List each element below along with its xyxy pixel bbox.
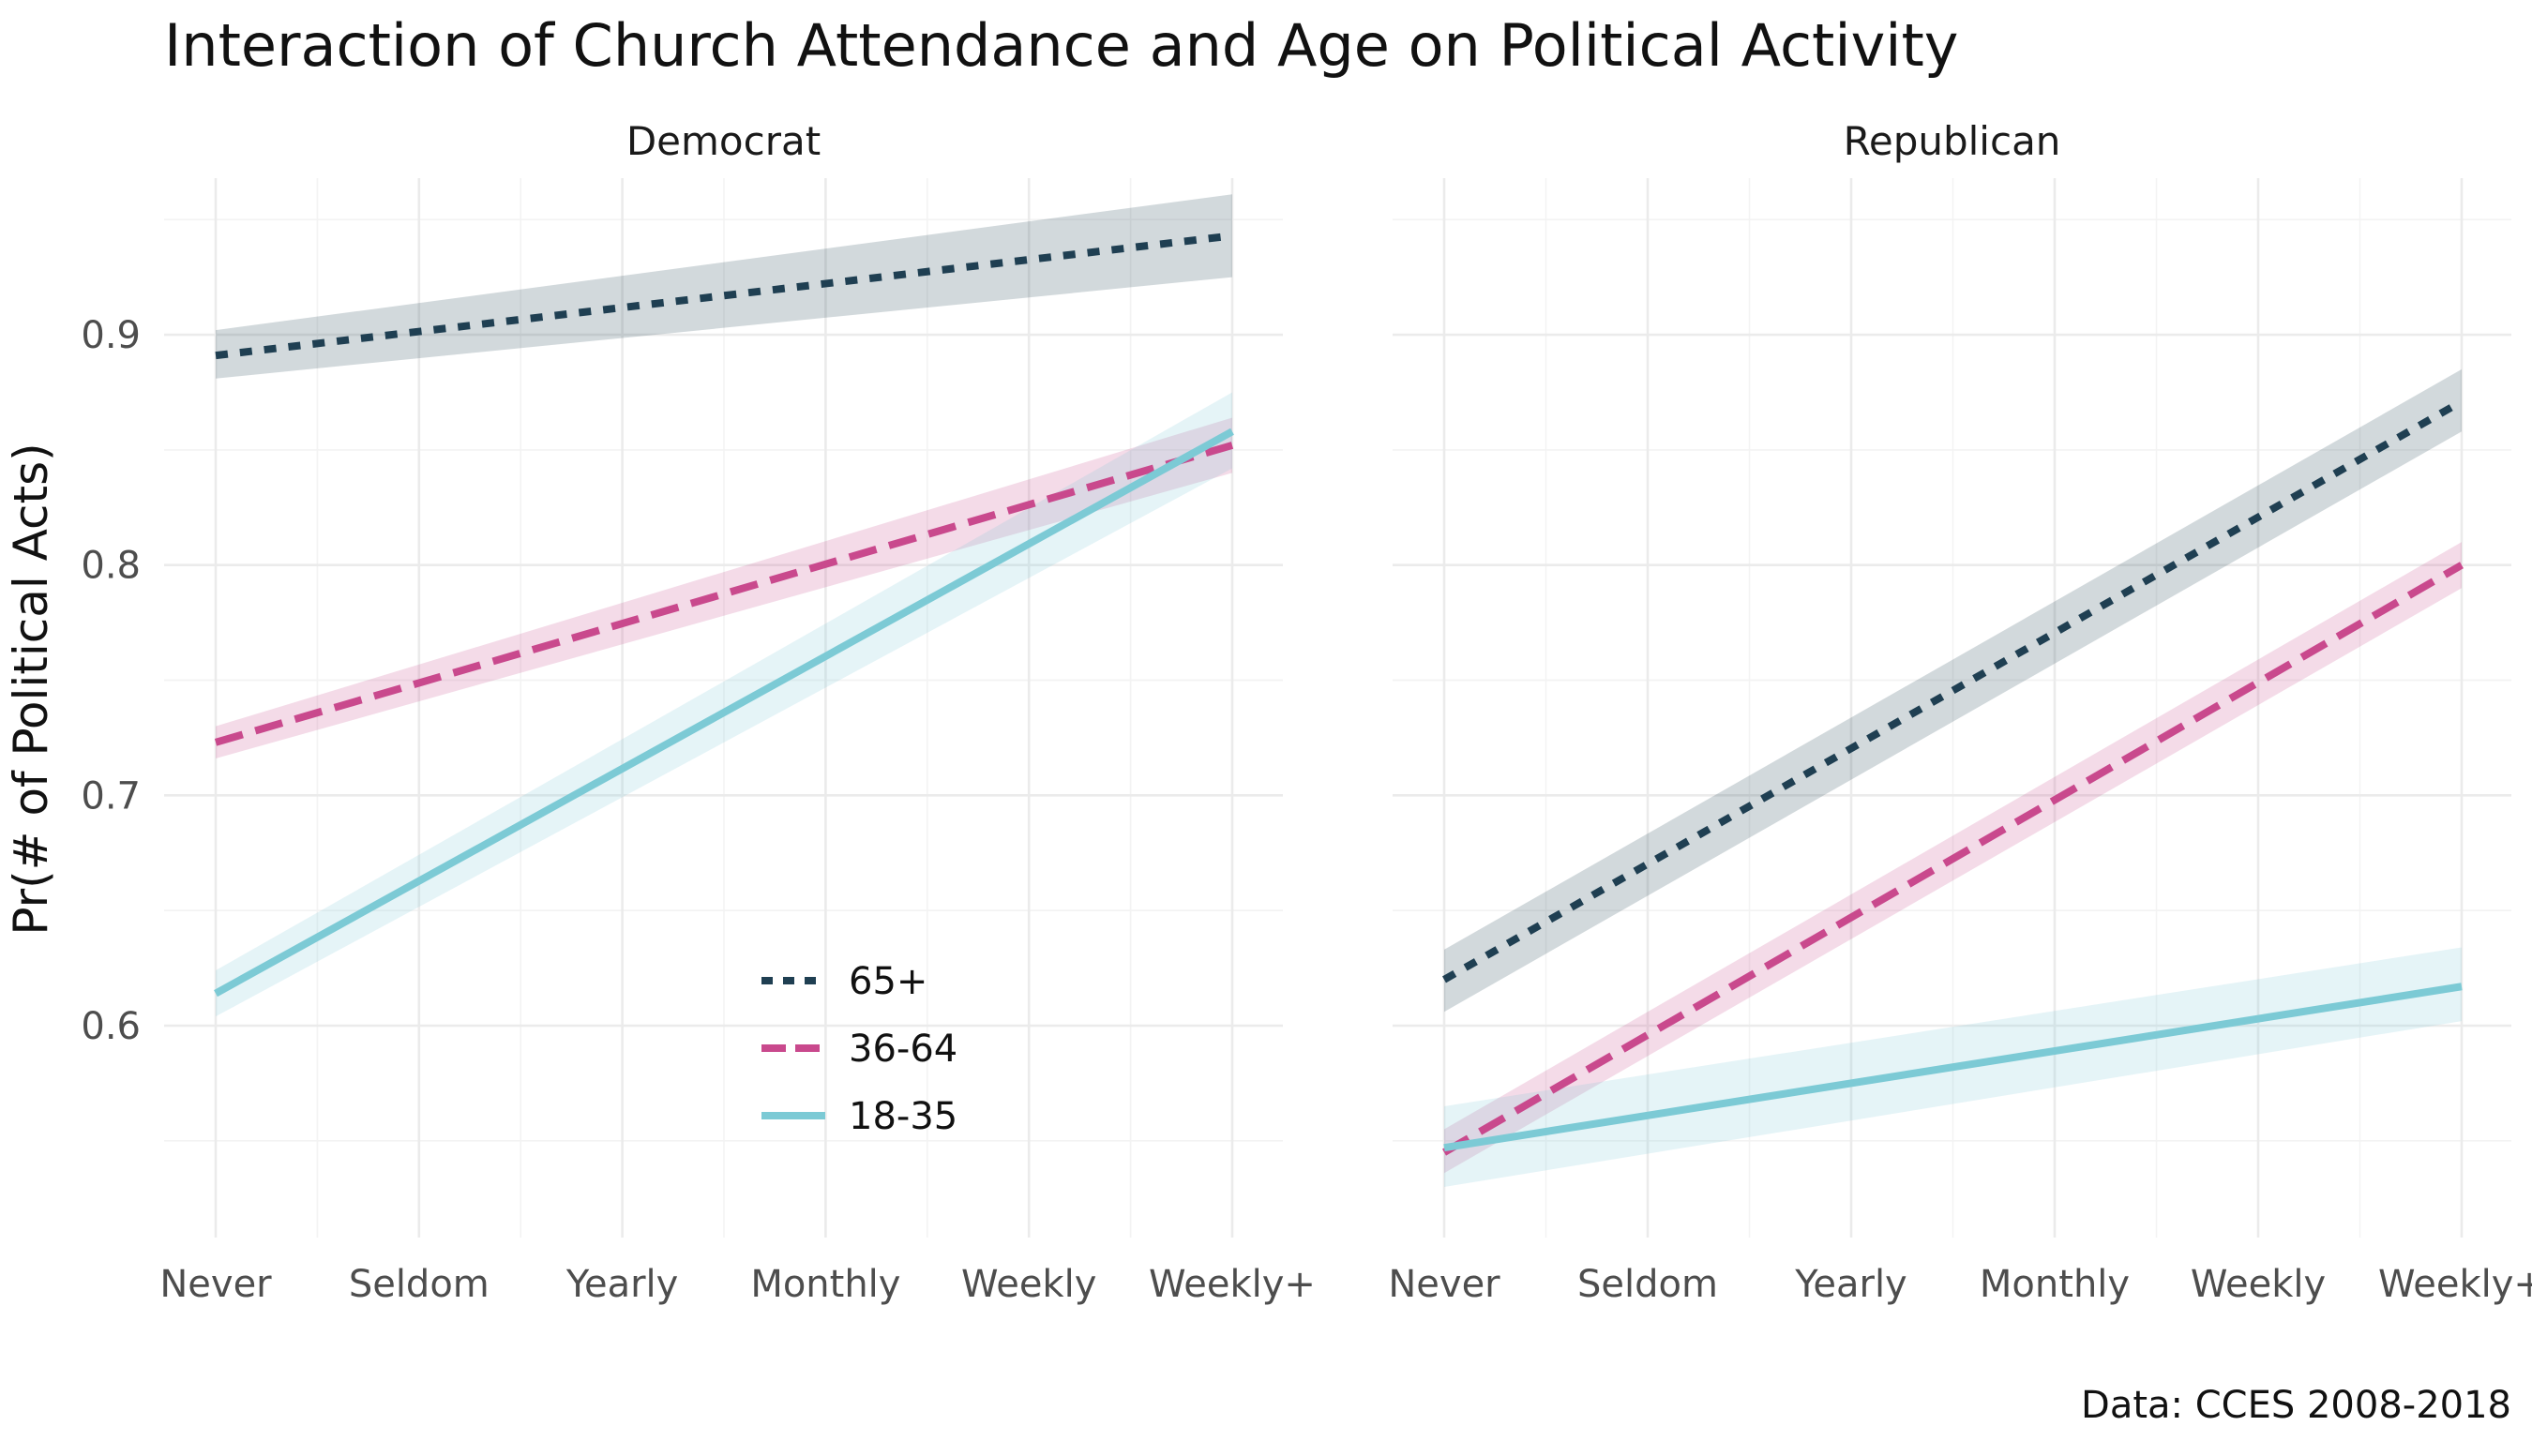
x-tick-label: Yearly — [565, 1263, 678, 1306]
ci-ribbon-36-64 — [216, 417, 1232, 759]
caption: Data: CCES 2008-2018 — [2081, 1384, 2511, 1427]
panel-republican: Republican Never Seldom Yearly Monthly Weekly… — [1388, 118, 2532, 1306]
panel-strip-label: Republican — [1844, 118, 2061, 164]
chart-title: Interaction of Church Attendance and Age… — [164, 11, 1959, 80]
legend-label-36-64: 36-64 — [849, 1028, 957, 1071]
legend-label-65+: 65+ — [849, 960, 927, 1003]
x-tick-label: Monthly — [750, 1263, 900, 1306]
series-line-18-35 — [214, 428, 1234, 998]
panels-layer: Democrat Never Seldom Yearly Monthly Weekly We… — [81, 118, 2532, 1306]
x-tick-label: Never — [1388, 1263, 1500, 1306]
ci-ribbon-65+ — [1444, 368, 2462, 1013]
panel-strip-label: Democrat — [626, 118, 821, 164]
y-tick-label: 0.7 — [81, 774, 141, 818]
series-line-36-64 — [214, 442, 1234, 746]
x-tick-label: Weekly — [961, 1263, 1096, 1306]
panel-democrat: Democrat Never Seldom Yearly Monthly Weekly We… — [81, 118, 1316, 1306]
series-line-36-64 — [1442, 562, 2464, 1156]
x-tick-label: Monthly — [1980, 1263, 2130, 1306]
x-tick-label: Weekly+ — [2378, 1263, 2532, 1306]
x-tick-label: Seldom — [349, 1263, 490, 1306]
ci-ribbon-65+ — [216, 194, 1232, 379]
x-tick-label: Seldom — [1577, 1263, 1718, 1306]
legend: 65+ 36-64 18-35 — [761, 960, 957, 1138]
legend-label-18-35: 18-35 — [849, 1095, 957, 1138]
series-line-18-35 — [1443, 983, 2463, 1152]
x-tick-label: Weekly+ — [1149, 1263, 1316, 1306]
y-tick-label: 0.6 — [81, 1005, 141, 1048]
y-tick-label: 0.8 — [81, 545, 141, 588]
y-tick-label: 0.9 — [81, 314, 141, 357]
ci-ribbon-18-35 — [216, 392, 1232, 1017]
x-tick-label: Weekly — [2191, 1263, 2326, 1306]
y-axis-title: Pr(# of Political Acts) — [4, 443, 58, 935]
x-tick-label: Never — [159, 1263, 272, 1306]
x-tick-label: Yearly — [1794, 1263, 1907, 1306]
